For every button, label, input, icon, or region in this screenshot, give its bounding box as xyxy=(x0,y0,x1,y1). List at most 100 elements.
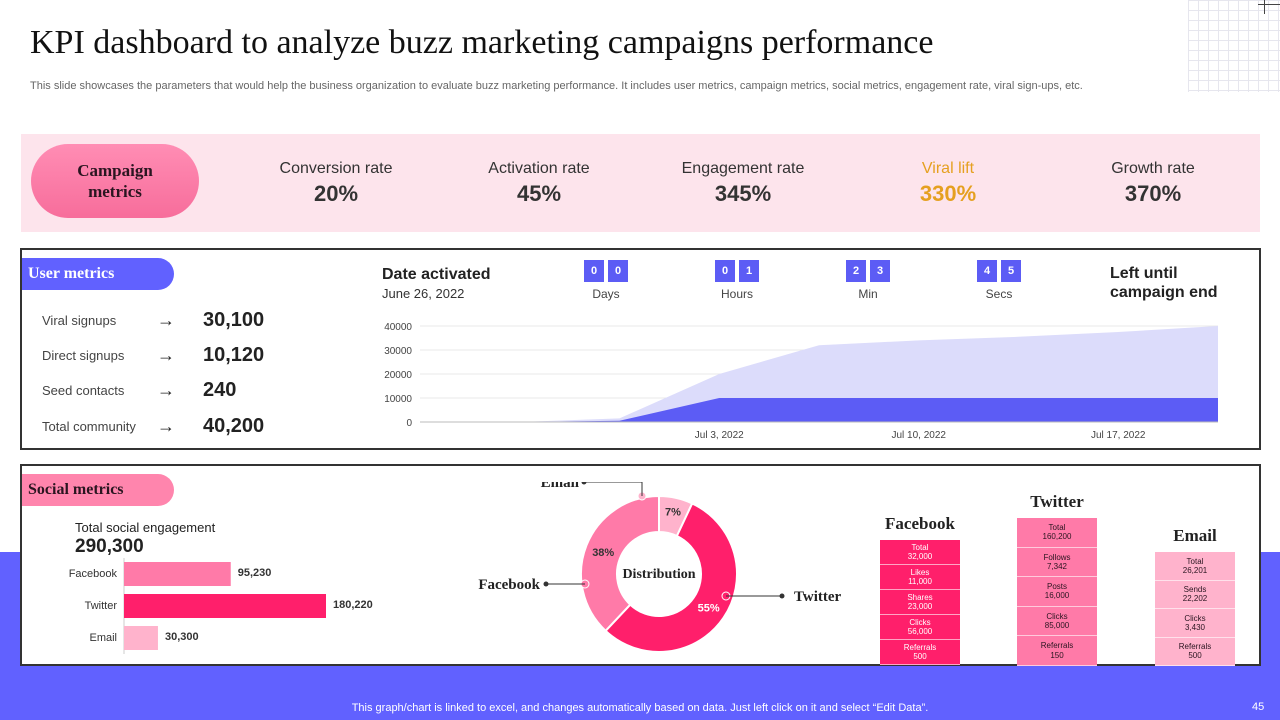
platform-cell: Total 32,000 xyxy=(880,540,960,565)
platform-cell: Clicks 56,000 xyxy=(880,615,960,640)
platform-cell-value: 16,000 xyxy=(1044,591,1070,601)
kpi-viral-lift: Viral lift 330% xyxy=(853,160,1043,207)
metric-row-seed-contacts: Seed contacts → 240 xyxy=(42,378,342,402)
platform-cell-label: Total xyxy=(1048,523,1066,533)
arrow-right-icon: → xyxy=(157,379,175,400)
bar-value-label: 95,230 xyxy=(238,567,272,579)
x-tick-label: Jul 3, 2022 xyxy=(695,430,744,441)
platform-cell-label: Follows xyxy=(1043,552,1071,562)
platform-cell-value: 23,000 xyxy=(907,602,933,611)
x-tick-label: Jul 10, 2022 xyxy=(892,430,947,441)
metric-value: 30,100 xyxy=(203,308,265,331)
countdown-digit: 1 xyxy=(739,260,759,282)
platform-cell-value: 7,342 xyxy=(1046,561,1068,571)
date-activated-label: Date activated xyxy=(382,266,491,283)
platform-cell-value: 3,430 xyxy=(1184,622,1206,632)
platform-cell-value: 22,202 xyxy=(1182,594,1208,604)
user-metrics-panel: User metrics Viral signups → 30,100 Dire… xyxy=(20,248,1261,450)
countdown-digit: 3 xyxy=(870,260,890,282)
platform-cell-label: Sends xyxy=(1183,585,1207,595)
x-tick-label: Jul 17, 2022 xyxy=(1091,430,1146,441)
platform-cell: Referrals 150 xyxy=(1017,636,1097,666)
y-tick-label: 10000 xyxy=(384,394,412,405)
countdown-digit: 0 xyxy=(715,260,735,282)
y-tick-label: 0 xyxy=(406,418,412,429)
bar-value-label: 30,300 xyxy=(165,631,199,643)
countdown-label: Min xyxy=(858,287,878,301)
metric-label: Viral signups xyxy=(42,312,117,328)
countdown-label: Hours xyxy=(720,287,753,301)
email-breakdown: Email Total 26,201 Sends 22,202 Clicks 3,430 R… xyxy=(1155,526,1235,666)
page-number: 45 xyxy=(1252,701,1265,713)
kpi-activation-rate: Activation rate 45% xyxy=(444,160,634,207)
platform-cell: Shares 23,000 xyxy=(880,590,960,615)
campaign-metrics-panel: Campaign metrics Conversion rate 20% Act… xyxy=(21,134,1260,232)
countdown-hours: 0 1 Hours xyxy=(697,260,777,301)
corner-line xyxy=(1264,0,1265,14)
metric-label: Direct signups xyxy=(42,347,125,363)
area-series-direct-signups xyxy=(420,398,1218,422)
platform-cell: Total 26,201 xyxy=(1155,552,1235,581)
donut-slice-facebook xyxy=(580,494,660,633)
platform-cell-value: 56,000 xyxy=(907,627,933,636)
kpi-label: Viral lift xyxy=(921,160,975,177)
total-social-engagement-value: 290,300 xyxy=(75,536,144,557)
metric-value: 40,200 xyxy=(203,414,265,437)
platform-cell-label: Referrals xyxy=(1040,641,1074,651)
kpi-label: Engagement rate xyxy=(681,160,805,177)
user-metrics-tag: User metrics xyxy=(22,258,174,290)
bar-category-label: Email xyxy=(89,632,117,644)
platform-cell-value: 26,201 xyxy=(1182,565,1208,575)
platform-cell-label: Shares xyxy=(907,592,933,602)
platform-cell-value: 32,000 xyxy=(907,552,933,561)
arrow-right-icon: → xyxy=(157,344,175,365)
donut-value-label: 7% xyxy=(665,507,681,519)
metric-value: 10,120 xyxy=(203,343,265,366)
callout-dot xyxy=(779,593,785,599)
footer-note: This graph/chart is linked to excel, and… xyxy=(351,702,929,714)
countdown-digit: 0 xyxy=(584,260,604,282)
countdown-digit: 4 xyxy=(977,260,997,282)
metric-row-direct-signups: Direct signups → 10,120 xyxy=(42,343,342,367)
kpi-label: Growth rate xyxy=(1111,160,1195,177)
callout-dot xyxy=(581,482,587,485)
platform-cell: Clicks 85,000 xyxy=(1017,606,1097,637)
bar-value-label: 180,220 xyxy=(333,599,373,611)
platform-cell: Total 160,200 xyxy=(1017,518,1097,548)
twitter-breakdown: Twitter Total 160,200 Follows 7,342 Posts 16,… xyxy=(1017,492,1097,666)
platform-cell-label: Likes xyxy=(910,567,930,577)
platform-cell-label: Referrals xyxy=(903,642,937,652)
page-subtitle: This slide showcases the parameters that… xyxy=(30,80,1083,92)
twitter-title: Twitter xyxy=(1030,492,1084,511)
date-activated: Date activated June 26, 2022 xyxy=(382,266,491,301)
platform-cell-label: Clicks xyxy=(1184,613,1206,623)
donut-value-label: 55% xyxy=(698,603,720,615)
kpi-growth-rate: Growth rate 370% xyxy=(1058,160,1248,207)
platform-cell: Posts 16,000 xyxy=(1017,577,1097,607)
kpi-value: 20% xyxy=(313,181,359,206)
grid-decoration xyxy=(1188,0,1280,92)
countdown-seconds: 4 5 Secs xyxy=(959,260,1039,301)
platform-cell-value: 500 xyxy=(913,652,927,661)
bar-category-label: Facebook xyxy=(69,568,118,580)
callout-dot xyxy=(543,581,549,587)
corner-line xyxy=(1258,4,1280,5)
arrow-right-icon: → xyxy=(157,309,175,330)
distribution-donut-chart: 7% 55% 38% Distribution Email Twitter Facebook xyxy=(478,482,842,653)
email-title: Email xyxy=(1173,526,1217,545)
total-social-engagement-label: Total social engagement xyxy=(75,520,216,535)
kpi-value: 370% xyxy=(1124,181,1182,206)
facebook-cells: Total 32,000 Likes 11,000 Shares 23,000 Clicks… xyxy=(880,540,960,665)
engagement-bar-chart: Facebook 95,230 Twitter 180,220 Email 30,300 xyxy=(69,558,373,654)
kpi-label: Activation rate xyxy=(488,160,590,177)
donut-category-label: Facebook xyxy=(478,577,540,593)
kpi-label: Conversion rate xyxy=(279,160,393,177)
kpi-value: 345% xyxy=(714,181,772,206)
kpi-value: 45% xyxy=(516,181,562,206)
platform-cell: Likes 11,000 xyxy=(880,565,960,590)
social-metrics-panel: Social metrics Total social engagement 2… xyxy=(20,464,1261,666)
metric-label: Total community xyxy=(42,418,136,434)
countdown-minutes: 2 3 Min xyxy=(828,260,908,301)
y-tick-label: 30000 xyxy=(384,346,412,357)
countdown-label: Secs xyxy=(985,287,1013,301)
